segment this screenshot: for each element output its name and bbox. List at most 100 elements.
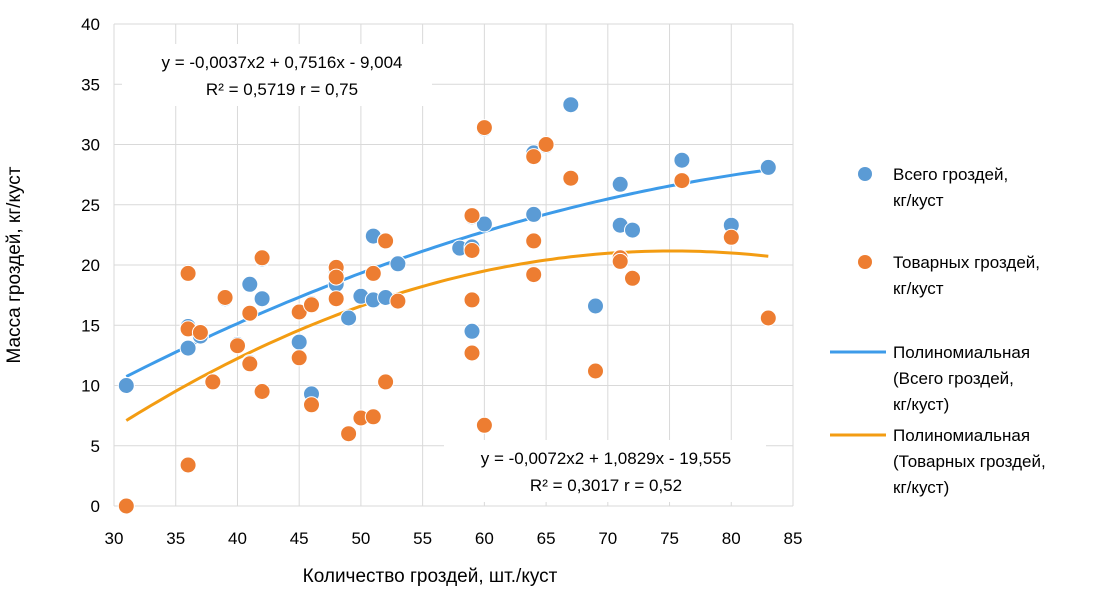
x-tick-label: 45 [290,529,309,548]
x-tick-label: 50 [351,529,370,548]
data-point-total [587,297,604,315]
data-point-commercial [364,264,382,282]
y-axis-title: Масса гроздей, кг/куст [4,166,25,363]
data-point-commercial [340,425,358,443]
legend-label: Полиномиальная [893,343,1030,362]
equation-commercial: y = -0,0072x2 + 1,0829x - 19,555 [481,449,731,468]
data-point-commercial [303,296,320,314]
y-tick-label: 25 [81,196,100,215]
data-point-commercial [179,456,197,474]
data-point-commercial [562,169,580,187]
data-point-total [290,333,308,351]
data-point-commercial [241,355,259,373]
legend-label: Всего гроздей, [893,165,1008,184]
y-tick-label: 10 [81,377,100,396]
data-point-commercial [525,232,543,250]
legend-marker [858,167,872,181]
x-axis-title: Количество гроздей, шт./куст [303,566,558,587]
data-point-commercial [525,266,543,284]
data-point-commercial [327,290,345,308]
legend-label: кг/куст) [893,395,949,414]
data-point-commercial [722,228,740,246]
legend-label: Полиномиальная [893,426,1030,445]
data-point-commercial [475,416,493,434]
legend-label: Товарных гроздей, [893,253,1040,272]
x-tick-label: 70 [598,529,617,548]
x-tick-label: 30 [105,529,124,548]
y-tick-label: 20 [81,256,100,275]
legend-entry: Всего гроздей, кг/куст [858,165,1008,210]
legend-label: кг/куст) [893,478,949,497]
legend: Всего гроздей, кг/куст Товарных гроздей, кг… [830,165,1046,497]
data-point-total [179,339,197,357]
equation-box-commercial-bg [444,440,766,502]
data-point-commercial [327,268,345,286]
data-point-total [562,96,580,114]
legend-label: кг/куст [893,191,944,210]
legend-marker [858,255,872,269]
data-point-total [389,255,407,273]
equation-box-total-bg [122,44,432,106]
data-point-commercial [463,242,481,259]
data-point-commercial [463,207,481,225]
x-tick-label: 65 [537,529,556,548]
data-point-commercial [290,349,308,367]
legend-label: (Товарных гроздей, [893,452,1046,471]
data-point-commercial [253,249,271,267]
legend-label: кг/куст [893,279,944,298]
data-point-commercial [673,172,691,190]
trendline-commercial [125,249,769,422]
data-point-commercial [759,309,777,327]
data-point-commercial [624,269,641,287]
data-point-commercial [241,304,259,322]
trendline-total [125,168,769,378]
data-point-total [475,215,493,233]
data-point-total [117,377,135,394]
y-tick-label: 35 [81,75,100,94]
legend-entry: Полиномиальная (Всего гроздей, кг/куст) [830,343,1030,414]
y-tick-label: 15 [81,316,100,335]
data-point-commercial [303,396,320,414]
legend-entry: Товарных гроздей, кг/куст [858,253,1040,298]
data-point-commercial [525,148,543,166]
data-point-commercial [475,119,493,137]
data-point-commercial [463,344,481,362]
y-tick-label: 30 [81,136,100,155]
data-point-commercial [611,252,629,270]
data-points [117,96,777,515]
x-tick-label: 80 [722,529,741,548]
data-point-commercial [377,373,395,391]
x-tick-label: 85 [784,529,803,548]
trendlines [125,168,769,422]
data-point-commercial [229,337,246,355]
equation-commercial-stats: R² = 0,3017 r = 0,52 [530,476,682,495]
data-point-total [253,290,271,308]
data-point-commercial [179,264,197,282]
data-point-commercial [216,289,234,306]
data-point-total [624,221,641,239]
data-point-commercial [463,291,481,309]
data-point-commercial [204,373,222,391]
tick-labels: 30 35 40 45 50 55 60 65 70 75 80 85 0 5 10 15 20 25 30 35 40 [81,15,802,548]
equation-total-stats: R² = 0,5719 r = 0,75 [206,80,358,99]
data-point-commercial [253,383,271,400]
x-tick-label: 55 [413,529,432,548]
data-point-total [673,151,691,169]
data-point-total [759,158,777,176]
data-point-commercial [537,136,555,153]
data-point-commercial [587,362,604,380]
equation-total: y = -0,0037x2 + 0,7516x - 9,004 [161,53,402,72]
data-point-total [340,309,358,327]
legend-label: (Всего гроздей, [893,369,1014,388]
y-tick-label: 5 [91,437,100,456]
data-point-commercial [377,232,395,250]
data-point-commercial [389,292,407,310]
data-point-total [525,205,543,223]
data-point-commercial [117,497,135,515]
x-tick-label: 40 [228,529,247,548]
data-point-total [611,175,629,193]
x-tick-label: 75 [660,529,679,548]
legend-entry: Полиномиальная (Товарных гроздей, кг/куст) [830,426,1046,497]
data-point-total [241,275,259,293]
